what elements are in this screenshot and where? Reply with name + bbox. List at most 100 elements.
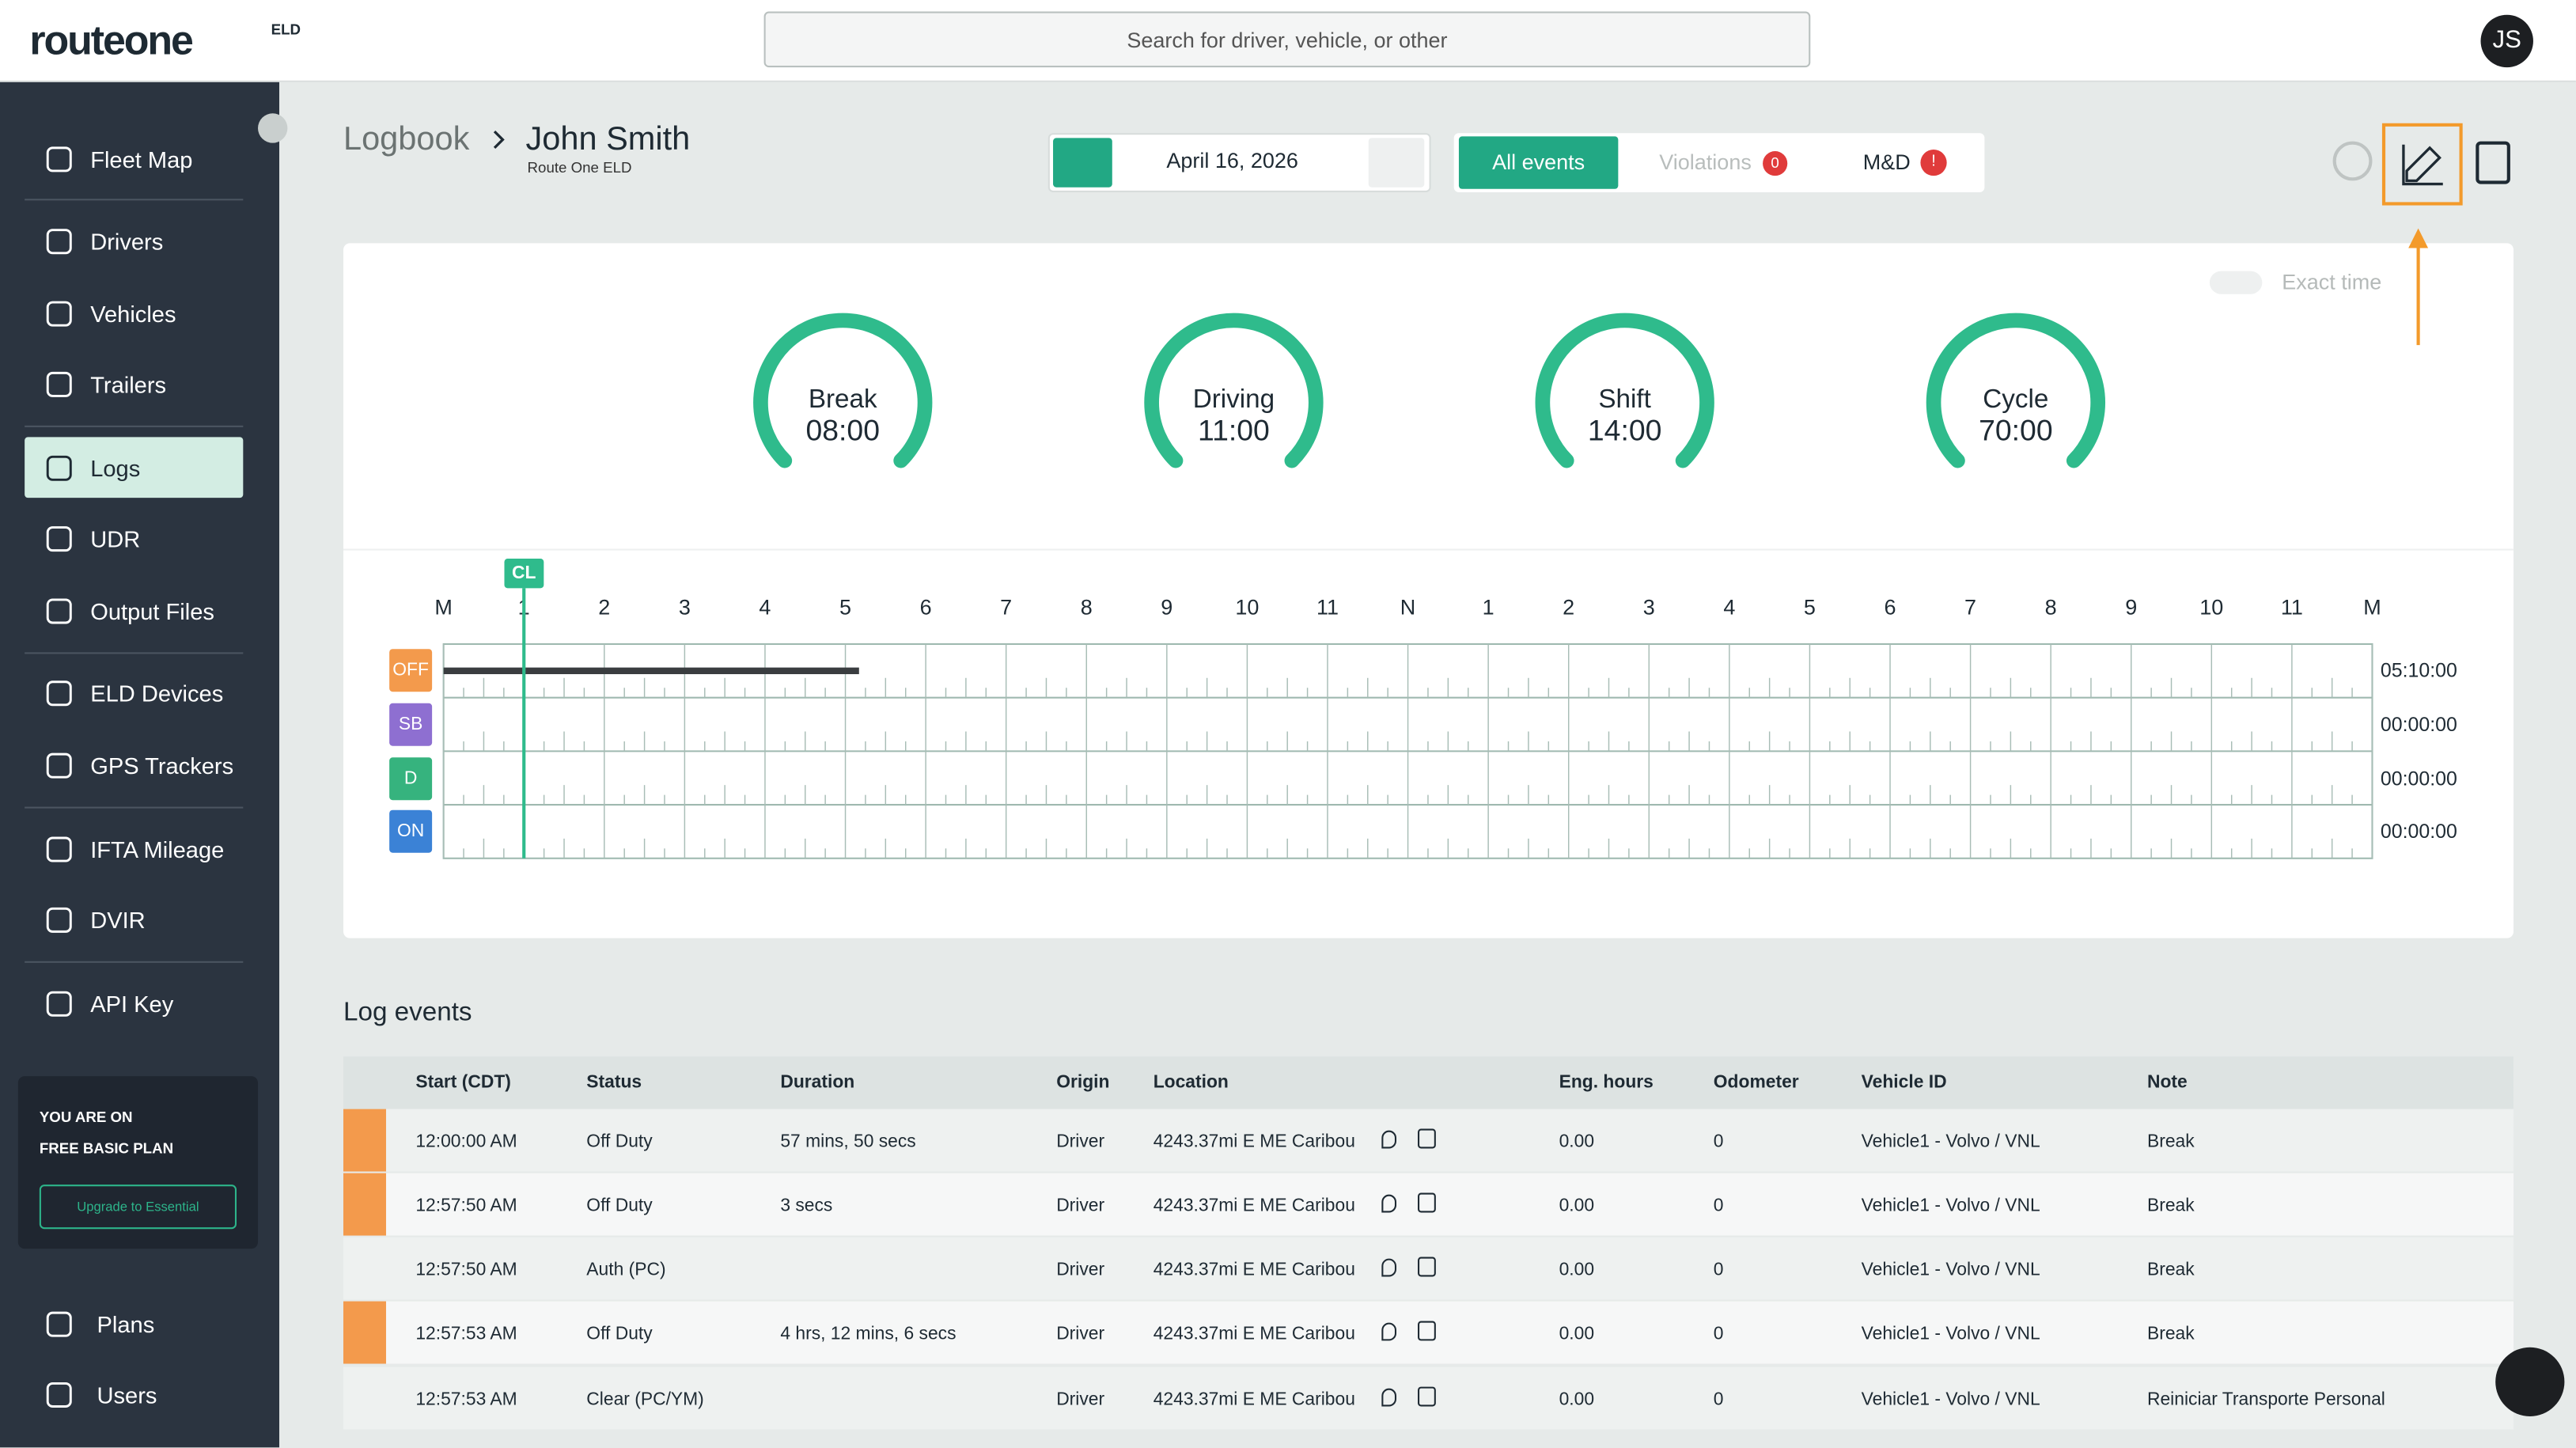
- gauge-value: 70:00: [1979, 414, 2053, 447]
- copy-icon[interactable]: [1418, 1321, 1436, 1341]
- hour-label: 9: [2125, 594, 2138, 620]
- table-row[interactable]: [343, 1367, 2514, 1430]
- tab-violations[interactable]: Violations: [1659, 149, 1752, 175]
- nav-item[interactable]: ELD Devices: [90, 680, 224, 707]
- cell: 4243.37mi E ME Caribou: [1153, 1324, 1355, 1344]
- upgrade-button[interactable]: Upgrade to Essential: [39, 1185, 237, 1230]
- status-badge: D: [389, 756, 433, 800]
- status-badge: SB: [389, 703, 433, 746]
- hour-label: 8: [2044, 594, 2057, 620]
- cell: Off Duty: [586, 1196, 653, 1216]
- location-icon[interactable]: [1381, 1258, 1397, 1277]
- pdf-button[interactable]: [2476, 141, 2510, 184]
- hour-label: 7: [1000, 594, 1013, 620]
- nav-item[interactable]: Logs: [90, 455, 141, 482]
- violations-count: 0: [1763, 151, 1788, 176]
- cl-marker: CL: [504, 559, 544, 589]
- cell: 4243.37mi E ME Caribou: [1153, 1196, 1355, 1216]
- search-box[interactable]: [763, 11, 1811, 68]
- table-row[interactable]: [343, 1173, 2514, 1236]
- cell: Reiniciar Transporte Personal: [2146, 1389, 2385, 1410]
- cell: Driver: [1056, 1260, 1105, 1280]
- nav-item[interactable]: Plans: [97, 1311, 155, 1338]
- location-icon[interactable]: [1381, 1322, 1397, 1341]
- cell: 57 mins, 50 secs: [780, 1131, 916, 1152]
- cell: 4243.37mi E ME Caribou: [1153, 1260, 1355, 1280]
- tab-md[interactable]: M&D: [1862, 149, 1911, 175]
- search-placeholder: Search for driver, vehicle, or other: [1127, 28, 1448, 53]
- driver-name: John Smith: [525, 121, 691, 158]
- status-total: 05:10:00: [2380, 659, 2457, 683]
- cell: Driver: [1056, 1324, 1105, 1344]
- table-row[interactable]: [343, 1237, 2514, 1300]
- cell: Auth (PC): [586, 1260, 666, 1280]
- table-row[interactable]: [343, 1109, 2514, 1172]
- nav-item[interactable]: DVIR: [90, 907, 146, 934]
- cell: Vehicle1 - Volvo / VNL: [1861, 1260, 2040, 1280]
- nav-item[interactable]: Trailers: [90, 371, 167, 398]
- cell: 0.00: [1559, 1389, 1595, 1410]
- hour-label: 10: [1235, 594, 1260, 620]
- nav-item[interactable]: Output Files: [90, 597, 214, 625]
- nav-item[interactable]: Drivers: [90, 228, 164, 255]
- chat-button[interactable]: [2495, 1347, 2565, 1416]
- hour-label: 11: [1316, 594, 1339, 620]
- date[interactable]: April 16, 2026: [1166, 147, 1298, 173]
- exact-toggle[interactable]: [2209, 271, 2263, 294]
- cell: Vehicle1 - Volvo / VNL: [1861, 1131, 2040, 1152]
- hour-label: 11: [2280, 594, 2303, 620]
- cell: 4243.37mi E ME Caribou: [1153, 1131, 1355, 1152]
- history-button[interactable]: [2332, 141, 2373, 181]
- cell: 0.00: [1559, 1260, 1595, 1280]
- status-badge: OFF: [389, 649, 433, 692]
- cell: Break: [2146, 1131, 2195, 1152]
- exact-time: Exact time: [2282, 269, 2382, 294]
- gauge-label: Cycle: [1983, 385, 2049, 415]
- tab-all[interactable]: All events: [1458, 136, 1619, 189]
- location-icon[interactable]: [1381, 1388, 1397, 1407]
- breadcrumb-section[interactable]: Logbook: [343, 121, 470, 158]
- table-row[interactable]: [343, 1301, 2514, 1364]
- next-day[interactable]: [1368, 138, 1425, 188]
- location-icon[interactable]: [1381, 1130, 1397, 1149]
- column-header: Status: [586, 1072, 642, 1093]
- nav-item[interactable]: Users: [97, 1382, 157, 1408]
- cell: 0: [1713, 1389, 1724, 1410]
- gauge-value: 14:00: [1587, 414, 1662, 447]
- copy-icon[interactable]: [1418, 1386, 1436, 1407]
- gauge-value: 08:00: [805, 414, 880, 447]
- column-header: Vehicle ID: [1861, 1072, 1947, 1093]
- cell: 12:00:00 AM: [415, 1131, 517, 1152]
- nav-item[interactable]: Fleet Map: [90, 146, 193, 173]
- hour-label: M: [2363, 594, 2381, 620]
- gauge-label: Break: [808, 385, 877, 415]
- cell: Driver: [1056, 1196, 1105, 1216]
- cell: Vehicle1 - Volvo / VNL: [1861, 1196, 2040, 1216]
- cell: Driver: [1056, 1389, 1105, 1410]
- location-icon[interactable]: [1381, 1194, 1397, 1213]
- nav-item[interactable]: Vehicles: [90, 300, 176, 328]
- avatar[interactable]: JS: [2480, 14, 2533, 68]
- nav-item[interactable]: API Key: [90, 991, 174, 1018]
- cell: 12:57:50 AM: [415, 1260, 517, 1280]
- cell: 12:57:53 AM: [415, 1389, 517, 1410]
- column-header: Start (CDT): [415, 1072, 511, 1093]
- cell: 4 hrs, 12 mins, 6 secs: [780, 1324, 957, 1344]
- table-header: [343, 1056, 2514, 1109]
- cell: 0.00: [1559, 1324, 1595, 1344]
- chevron: [493, 130, 505, 150]
- copy-icon[interactable]: [1418, 1128, 1436, 1149]
- hour-label: 3: [1642, 594, 1655, 620]
- nav-item[interactable]: GPS Trackers: [90, 752, 234, 779]
- collapse-button[interactable]: [258, 113, 288, 143]
- edit-highlight[interactable]: [2381, 123, 2463, 206]
- copy-icon[interactable]: [1418, 1192, 1436, 1213]
- cell: Clear (PC/YM): [586, 1389, 704, 1410]
- nav-item[interactable]: IFTA Mileage: [90, 836, 225, 863]
- prev-day[interactable]: [1053, 138, 1112, 188]
- nav-item[interactable]: UDR: [90, 525, 141, 552]
- copy-icon[interactable]: [1418, 1257, 1436, 1277]
- gauge-value: 11:00: [1198, 414, 1270, 447]
- plan-line1: YOU ARE ON: [39, 1109, 133, 1126]
